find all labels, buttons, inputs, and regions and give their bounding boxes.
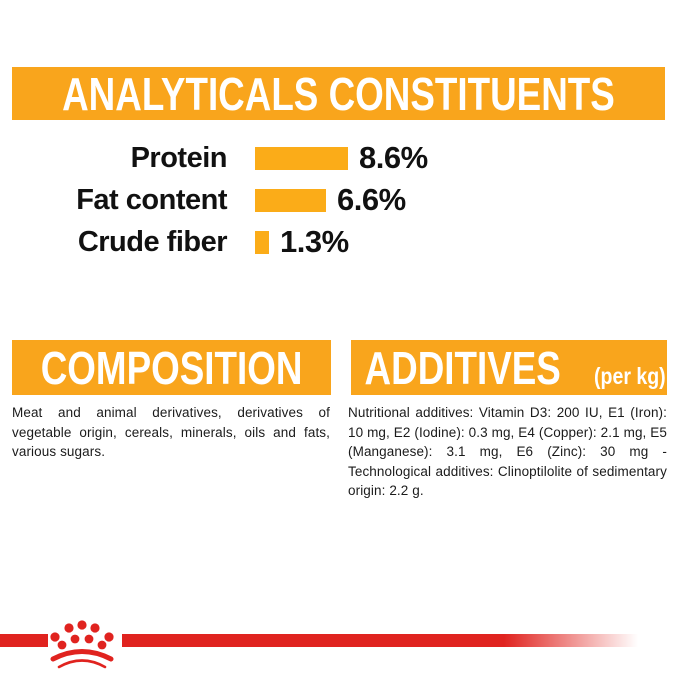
red-stripe-right <box>122 634 638 647</box>
analyticals-header-banner: ANALYTICALS CONSTITUENTS <box>12 67 665 120</box>
nutrient-value: 6.6% <box>337 182 406 217</box>
nutrient-label: Fat content <box>76 183 227 216</box>
analyticals-title: ANALYTICALS CONSTITUENTS <box>62 67 615 120</box>
additives-title-suffix: (per kg) <box>593 363 666 389</box>
nutrient-label: Crude fiber <box>77 225 228 258</box>
additives-body: Nutritional additives: Vitamin D3: 200 I… <box>348 405 667 498</box>
nutrient-bar <box>255 188 326 212</box>
nutrient-bar-chart: Protein 8.6% Fat content 6.6% Crude fiber 1.3… <box>0 137 500 263</box>
composition-body: Meat and animal derivatives, derivatives… <box>12 405 330 459</box>
nutrient-bar <box>255 146 348 170</box>
composition-title: COMPOSITION <box>40 341 303 394</box>
nutrient-row: Fat content 6.6% <box>0 179 500 221</box>
additives-header-banner: ADDITIVES (per kg) <box>351 340 667 395</box>
nutrient-value: 8.6% <box>359 140 428 175</box>
royal-canin-crown-icon <box>50 620 114 669</box>
nutrient-bar <box>255 230 269 254</box>
composition-header-banner: COMPOSITION <box>12 340 331 395</box>
nutrient-value: 1.3% <box>280 224 349 259</box>
nutrient-label: Protein <box>130 141 228 174</box>
nutrient-row: Crude fiber 1.3% <box>0 221 500 263</box>
additives-title: ADDITIVES <box>364 341 561 394</box>
nutrient-row: Protein 8.6% <box>0 137 500 179</box>
red-stripe-left <box>0 634 48 647</box>
